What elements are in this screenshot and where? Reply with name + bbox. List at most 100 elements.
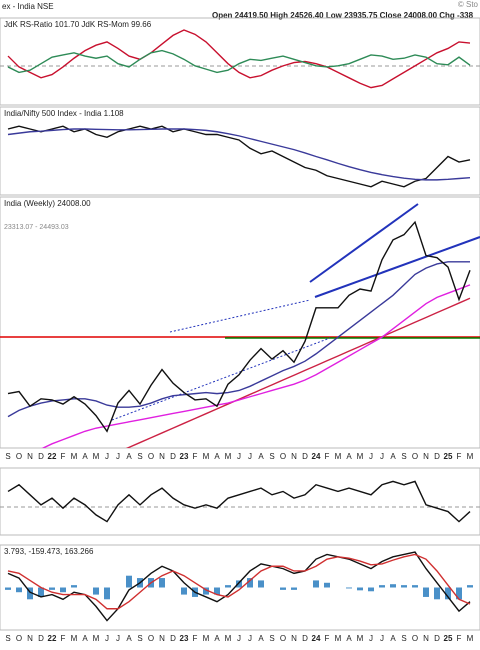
- x-tick-label: 25: [444, 452, 453, 461]
- panel-frame: [0, 196, 480, 449]
- histogram-bar: [357, 587, 363, 591]
- x-tick-label: S: [137, 452, 142, 461]
- x-tick-label: 25: [444, 634, 453, 643]
- x-tick-label: J: [380, 634, 384, 643]
- x-tick-label: F: [457, 634, 462, 643]
- x-tick-label: D: [170, 634, 176, 643]
- x-tick-label: N: [159, 452, 165, 461]
- x-tick-label: N: [159, 634, 165, 643]
- histogram-bar: [126, 575, 132, 588]
- x-tick-label: 24: [312, 634, 321, 643]
- histogram-bar: [225, 585, 231, 588]
- x-tick-label: S: [5, 452, 10, 461]
- x-tick-label: F: [61, 634, 66, 643]
- histogram-bar: [27, 587, 33, 600]
- x-tick-label: F: [61, 452, 66, 461]
- x-tick-label: M: [225, 452, 232, 461]
- x-tick-label: M: [335, 634, 342, 643]
- histogram-bar: [423, 587, 429, 597]
- series-line: [7, 220, 471, 433]
- x-tick-label: D: [38, 634, 44, 643]
- histogram-bar: [346, 587, 352, 589]
- histogram-bar: [434, 587, 440, 600]
- x-tick-label: M: [467, 634, 474, 643]
- x-tick-label: J: [116, 452, 120, 461]
- x-tick-label: D: [170, 452, 176, 461]
- histogram-bar: [368, 587, 374, 592]
- x-tick-label: N: [423, 634, 429, 643]
- x-tick-label: J: [237, 634, 241, 643]
- series-line: [7, 553, 471, 610]
- panel-title: India/Nifty 500 Index - India 1.108: [4, 109, 124, 118]
- x-tick-label: A: [82, 634, 88, 643]
- x-tick-label: 22: [48, 452, 57, 461]
- histogram-bar: [313, 580, 319, 588]
- x-tick-label: S: [5, 634, 10, 643]
- trend-line: [111, 337, 331, 421]
- histogram-bar: [60, 587, 66, 593]
- x-tick-label: S: [401, 452, 406, 461]
- x-tick-label: M: [71, 634, 78, 643]
- histogram-bar: [16, 587, 22, 593]
- histogram-bar: [214, 587, 220, 595]
- x-tick-label: N: [423, 452, 429, 461]
- panel: [7, 29, 471, 89]
- x-tick-label: J: [248, 634, 252, 643]
- histogram-bar: [390, 584, 396, 588]
- panel-frame: [0, 106, 480, 196]
- histogram-bar: [467, 585, 473, 588]
- histogram-bar: [445, 587, 451, 600]
- histogram-bar: [291, 587, 297, 590]
- histogram-bar: [38, 587, 44, 597]
- x-tick-label: N: [27, 634, 33, 643]
- series-line: [41, 284, 471, 448]
- series-line: [7, 49, 471, 74]
- x-tick-label: J: [248, 452, 252, 461]
- x-tick-label: M: [225, 634, 232, 643]
- panel-title: JdK RS-Ratio 101.70 JdK RS-Mom 99.66: [4, 20, 152, 29]
- histogram-bar: [456, 587, 462, 600]
- x-tick-label: D: [434, 452, 440, 461]
- x-tick-label: D: [302, 634, 308, 643]
- x-tick-label: J: [116, 634, 120, 643]
- source: © Sto: [458, 0, 479, 9]
- x-tick-label: D: [302, 452, 308, 461]
- x-tick-label: F: [193, 452, 198, 461]
- panel-frame: [0, 544, 480, 631]
- x-tick-label: A: [346, 452, 352, 461]
- x-tick-label: A: [214, 634, 220, 643]
- x-tick-label: F: [325, 634, 330, 643]
- x-tick-label: A: [390, 634, 396, 643]
- panel-frame: [0, 467, 480, 536]
- ohlc: Open 24419.50 High 24526.40 Low 23935.75…: [212, 11, 474, 20]
- x-tick-label: A: [82, 452, 88, 461]
- x-tick-label: A: [346, 634, 352, 643]
- x-tick-label: F: [193, 634, 198, 643]
- histogram-bar: [5, 587, 11, 590]
- x-tick-label: 24: [312, 452, 321, 461]
- symbol: ex - India NSE: [2, 2, 54, 11]
- histogram-bar: [49, 587, 55, 590]
- x-tick-label: M: [203, 634, 210, 643]
- histogram-bar: [247, 578, 253, 588]
- x-tick-label: J: [380, 452, 384, 461]
- histogram-bar: [324, 582, 330, 588]
- series-line: [7, 261, 470, 418]
- x-tick-label: O: [148, 634, 154, 643]
- panel: [5, 551, 473, 622]
- x-tick-label: J: [369, 452, 373, 461]
- series-line: [7, 480, 471, 523]
- trend-line: [309, 203, 419, 283]
- x-tick-label: A: [258, 634, 264, 643]
- x-tick-label: O: [412, 452, 418, 461]
- x-tick-label: 23: [180, 452, 189, 461]
- panel: [7, 125, 471, 188]
- x-tick-label: J: [105, 634, 109, 643]
- panel-frame: [0, 17, 480, 106]
- x-tick-label: O: [280, 452, 286, 461]
- x-tick-label: D: [38, 452, 44, 461]
- trend-line: [169, 299, 311, 333]
- panel-title: India (Weekly) 24008.00: [4, 199, 91, 208]
- histogram-bar: [280, 587, 286, 590]
